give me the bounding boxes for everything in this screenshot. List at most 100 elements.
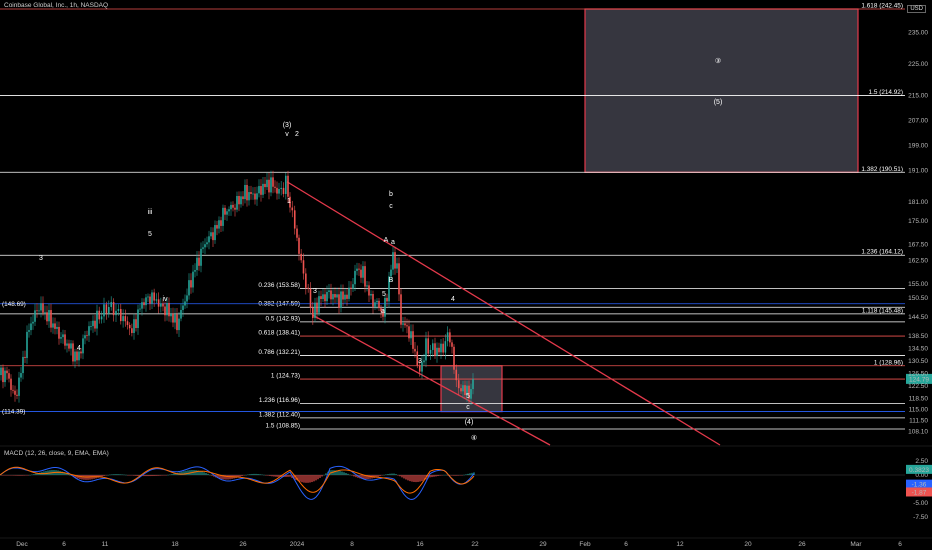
wave-label: B — [389, 277, 394, 284]
candle-body — [180, 309, 182, 319]
macd-histogram-bar — [127, 475, 129, 476]
wave-label: (5) — [714, 99, 723, 106]
candle-body — [12, 389, 14, 391]
macd-axis-tick: -7.50 — [913, 514, 928, 521]
macd-histogram-bar — [467, 473, 469, 475]
candle-body — [348, 287, 350, 299]
macd-histogram-bar — [47, 470, 49, 475]
macd-histogram-bar — [227, 475, 229, 480]
macd-histogram-bar — [381, 475, 383, 476]
macd-histogram-bar — [115, 474, 117, 475]
candle-body — [10, 378, 12, 390]
candle-body — [137, 309, 139, 329]
candle-body — [178, 318, 180, 331]
price-axis-tick: 144.50 — [908, 314, 928, 321]
candle-body — [394, 252, 396, 269]
candle-body — [440, 343, 442, 353]
candle-body — [324, 294, 326, 302]
candle-body — [204, 244, 206, 248]
macd-histogram-bar — [399, 475, 401, 477]
macd-value-label: 0.3823 — [909, 467, 929, 474]
candle-body — [120, 309, 122, 322]
macd-histogram-bar — [433, 475, 435, 477]
macd-histogram-bar — [449, 475, 451, 476]
macd-histogram-bar — [363, 475, 365, 480]
candle-body — [384, 297, 386, 317]
time-axis-tick: 6 — [62, 541, 66, 548]
time-axis-tick: 6 — [898, 541, 902, 548]
macd-histogram-bar — [423, 475, 425, 481]
candle-body — [412, 331, 414, 349]
candle-body — [228, 209, 230, 212]
macd-histogram-bar — [13, 475, 15, 476]
macd-histogram-bar — [337, 470, 339, 475]
candle-body — [312, 307, 314, 318]
candle-body — [96, 310, 98, 329]
candle-body — [135, 319, 137, 329]
macd-histogram-bar — [355, 475, 357, 478]
price-axis-tick: 207.00 — [908, 117, 928, 124]
macd-histogram-bar — [205, 473, 207, 475]
candle-body — [334, 294, 336, 298]
macd-histogram-bar — [73, 475, 75, 477]
candle-body — [376, 300, 378, 303]
candle-body — [232, 204, 234, 208]
candle-body — [202, 247, 204, 249]
macd-histogram-bar — [145, 475, 147, 477]
macd-histogram-bar — [249, 474, 251, 475]
candle-body — [131, 328, 133, 334]
macd-histogram-bar — [383, 474, 385, 476]
macd-histogram-bar — [293, 475, 295, 479]
candle-body — [468, 385, 470, 399]
candle-body — [24, 356, 26, 358]
wave-label: a — [391, 239, 395, 246]
candle-body — [32, 321, 34, 324]
level-label: 0.5 (142.93) — [266, 315, 300, 322]
macd-histogram-bar — [125, 474, 127, 476]
candle-body — [155, 299, 158, 301]
channel-lines — [286, 181, 721, 446]
macd-histogram-bar — [33, 474, 35, 475]
macd-histogram-bar — [343, 472, 345, 475]
level-label: 1.5 (108.85) — [266, 423, 300, 430]
candle-body — [68, 343, 70, 349]
macd-histogram-bar — [415, 475, 417, 483]
price-axis-tick: 191.00 — [908, 168, 928, 175]
macd-histogram-bar — [137, 475, 139, 476]
target-zone-wave4 — [440, 365, 503, 413]
candle-body — [358, 268, 360, 270]
macd-histogram-bar — [225, 475, 227, 480]
wave-label: iv — [162, 296, 168, 303]
candle-body — [34, 310, 36, 322]
macd-histogram-bar — [441, 475, 443, 476]
macd-histogram-bar — [61, 471, 63, 475]
candle-body — [404, 323, 406, 326]
candle-body — [26, 331, 28, 358]
currency-badge[interactable]: USD — [907, 5, 926, 13]
candle-body — [188, 280, 190, 296]
candle-body — [372, 293, 374, 307]
macd-histogram-bar — [251, 473, 253, 475]
macd-histogram-bar — [37, 473, 39, 475]
candle-body — [314, 302, 316, 318]
macd-histogram-bar — [435, 475, 437, 477]
candle-body — [466, 385, 468, 396]
macd-histogram-bar — [299, 475, 301, 482]
macd-histogram-bar — [113, 474, 115, 475]
candle-body — [442, 343, 444, 353]
macd-histogram-bar — [353, 475, 355, 477]
macd-histogram-bar — [389, 473, 391, 475]
macd-histogram-bar — [241, 475, 243, 477]
macd-histogram-bar — [187, 470, 189, 475]
candle-body — [143, 302, 145, 306]
candle-body — [76, 351, 78, 361]
candle-body — [105, 304, 108, 314]
candle-body — [14, 390, 16, 395]
macd-value-badge — [906, 479, 932, 489]
candle-body — [457, 380, 460, 389]
candle-body — [103, 304, 105, 317]
candle-body — [352, 284, 354, 289]
candle-body — [282, 187, 285, 194]
axes: 124.79 235.00 225.00 215.00 207.00 199.00 191.… — [0, 29, 932, 548]
